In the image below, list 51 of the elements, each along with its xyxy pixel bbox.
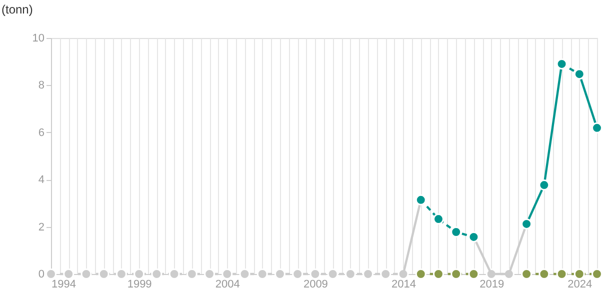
point [380, 268, 392, 280]
point [239, 268, 250, 280]
point [327, 268, 338, 280]
point [46, 268, 56, 280]
point [344, 268, 356, 280]
y-tick-label: 8 [38, 80, 44, 92]
point [415, 268, 426, 280]
point [151, 268, 162, 280]
point [556, 268, 568, 280]
y-tick-label: 10 [32, 32, 44, 44]
point [574, 68, 585, 80]
point [116, 268, 127, 280]
point [450, 268, 462, 280]
y-tick-label: 0 [38, 268, 44, 280]
x-tick-label: 1994 [52, 278, 76, 290]
point [310, 268, 321, 280]
point [574, 268, 585, 280]
y-tick-label: 4 [38, 174, 44, 186]
point [186, 268, 198, 280]
point [538, 268, 550, 280]
point [63, 268, 74, 280]
x-tick-label: 2009 [303, 278, 328, 290]
point [415, 194, 426, 206]
y-tick-label: 2 [38, 221, 44, 234]
point [274, 268, 286, 280]
point [450, 226, 462, 238]
x-tick-label: 1999 [127, 278, 152, 290]
x-tick-label: 2024 [568, 278, 592, 290]
point [521, 268, 532, 280]
point [362, 268, 374, 280]
point [432, 268, 444, 280]
point [134, 268, 145, 280]
point [168, 268, 180, 280]
point [204, 268, 216, 280]
point [468, 231, 480, 242]
point [538, 180, 550, 191]
point [432, 214, 444, 224]
y-axis-title: (tonn) [2, 2, 33, 16]
point [556, 58, 568, 70]
point [592, 122, 602, 134]
point [256, 268, 268, 280]
y-tick-label: 6 [38, 126, 44, 139]
point [80, 268, 92, 280]
x-tick-label: 2004 [215, 278, 240, 290]
point [98, 268, 110, 280]
point [468, 268, 480, 280]
point [222, 268, 233, 280]
x-tick-label: 2014 [392, 278, 416, 290]
point [592, 268, 602, 280]
point [292, 268, 304, 280]
x-tick-label: 2019 [480, 278, 504, 290]
